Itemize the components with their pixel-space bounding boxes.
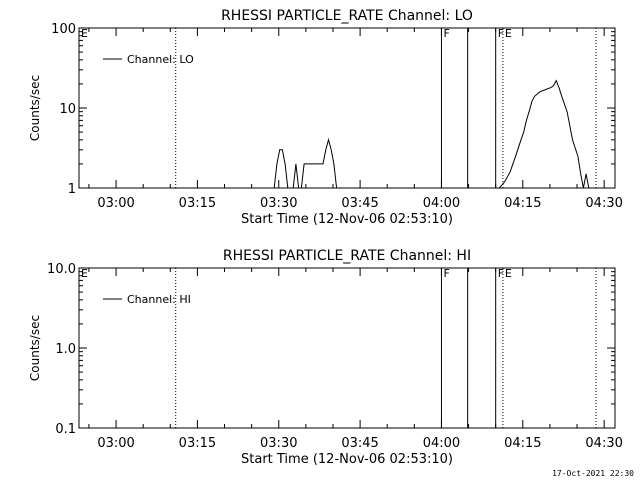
event-label: E — [81, 27, 88, 40]
chart-title: RHESSI PARTICLE_RATE Channel: HI — [223, 248, 471, 264]
hi-channel-panel: RHESSI PARTICLE_RATE Channel: HI Counts/s… — [28, 248, 623, 467]
x-tick-label: 04:30 — [585, 436, 622, 451]
y-axis-label: Counts/sec — [28, 315, 42, 381]
x-tick-label: 03:00 — [97, 196, 134, 211]
y-tick-label: 0.1 — [55, 422, 76, 437]
event-label: E — [81, 267, 88, 280]
x-tick-label: 04:00 — [423, 436, 460, 451]
x-tick-label: 04:15 — [504, 196, 541, 211]
legend-label: Channel: LO — [127, 53, 194, 66]
y-tick-label: 10.0 — [47, 262, 76, 277]
y-tick-label: 1.0 — [55, 342, 76, 357]
event-label: E — [505, 27, 512, 40]
chart-title: RHESSI PARTICLE_RATE Channel: LO — [221, 8, 473, 24]
event-label: E — [505, 267, 512, 280]
event-label: F — [498, 27, 504, 40]
timestamp: 17-Oct-2021 22:30 — [552, 469, 634, 478]
x-tick-label: 03:45 — [341, 436, 378, 451]
x-tick-label: 03:30 — [260, 436, 297, 451]
plot-frame — [78, 267, 616, 429]
x-tick-label: 04:15 — [504, 436, 541, 451]
x-tick-label: 03:30 — [260, 196, 297, 211]
x-tick-label: 03:00 — [97, 436, 134, 451]
y-tick-label: 100 — [51, 22, 76, 37]
x-tick-label: 03:15 — [179, 436, 216, 451]
x-axis-label: Start Time (12-Nov-06 02:53:10) — [241, 212, 453, 227]
x-tick-label: 03:45 — [341, 196, 378, 211]
event-label: F — [443, 27, 449, 40]
x-tick-label: 04:30 — [585, 196, 622, 211]
x-tick-label: 04:00 — [423, 196, 460, 211]
y-axis-label: Counts/sec — [28, 75, 42, 141]
legend-label: Channel: HI — [127, 293, 191, 306]
plot-frame — [78, 27, 616, 189]
series-line — [273, 79, 590, 189]
y-tick-label: 10 — [59, 102, 76, 117]
event-label: F — [498, 267, 504, 280]
lo-channel-panel: RHESSI PARTICLE_RATE Channel: LO Counts/s… — [28, 8, 623, 227]
x-tick-label: 03:15 — [179, 196, 216, 211]
x-axis-label: Start Time (12-Nov-06 02:53:10) — [241, 452, 453, 467]
event-label: F — [443, 267, 449, 280]
y-tick-label: 1 — [68, 182, 76, 197]
